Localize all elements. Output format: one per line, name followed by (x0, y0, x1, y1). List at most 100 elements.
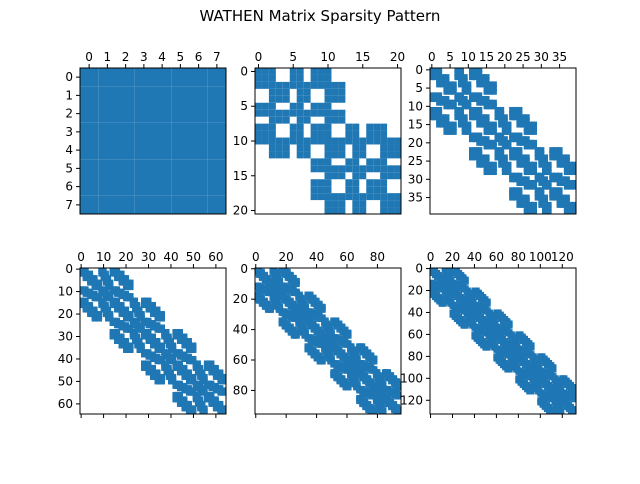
nonzero-markers (80, 68, 226, 214)
nonzero-marker (483, 125, 490, 132)
x-tick-label: 4 (158, 50, 166, 64)
nonzero-marker (443, 125, 450, 132)
nonzero-marker (430, 96, 435, 103)
nonzero-marker (296, 116, 304, 124)
nonzero-marker (476, 154, 483, 161)
nonzero-marker (509, 114, 516, 121)
nonzero-marker (171, 104, 190, 123)
nonzero-marker (527, 179, 534, 186)
nonzero-marker (380, 130, 388, 138)
nonzero-marker (185, 346, 192, 353)
nonzero-marker (436, 117, 443, 124)
nonzero-marker (268, 74, 276, 82)
nonzero-marker (523, 154, 530, 161)
nonzero-marker (293, 332, 300, 339)
nonzero-marker (282, 109, 290, 117)
nonzero-marker (439, 99, 446, 106)
nonzero-marker (310, 109, 318, 117)
nonzero-marker (512, 147, 519, 154)
nonzero-marker (324, 123, 332, 131)
nonzero-marker (338, 151, 346, 159)
nonzero-marker (324, 200, 332, 208)
nonzero-marker (538, 172, 545, 179)
nonzero-marker (443, 88, 450, 95)
y-tick-label: 4 (65, 143, 73, 157)
nonzero-marker (304, 294, 311, 301)
nonzero-marker (189, 104, 208, 123)
nonzero-marker (479, 77, 486, 84)
nonzero-marker (80, 159, 99, 178)
nonzero-marker (255, 102, 262, 110)
nonzero-marker (476, 106, 483, 113)
nonzero-marker (476, 132, 483, 139)
nonzero-marker (567, 209, 574, 214)
nonzero-marker (468, 96, 475, 103)
nonzero-marker (545, 183, 552, 190)
nonzero-marker (541, 209, 548, 214)
nonzero-marker (498, 136, 505, 143)
nonzero-marker (439, 74, 446, 81)
nonzero-marker (468, 74, 475, 81)
nonzero-marker (80, 68, 99, 87)
nonzero-marker (310, 158, 318, 166)
nonzero-marker (531, 128, 538, 135)
nonzero-marker (509, 150, 516, 157)
nonzero-marker (545, 209, 552, 214)
nonzero-marker (338, 137, 346, 145)
nonzero-marker (538, 190, 545, 197)
nonzero-marker (545, 205, 552, 212)
nonzero-marker (523, 125, 530, 132)
nonzero-marker (461, 114, 468, 121)
nonzero-marker (563, 198, 570, 205)
nonzero-marker (436, 121, 443, 128)
nonzero-marker (483, 139, 490, 146)
nonzero-marker (523, 136, 530, 143)
nonzero-marker (134, 68, 153, 87)
nonzero-marker (366, 179, 374, 187)
x-tick-label: 60 (489, 250, 504, 264)
nonzero-marker (268, 102, 276, 110)
nonzero-marker (483, 169, 490, 176)
nonzero-marker (313, 329, 320, 336)
nonzero-marker (526, 352, 533, 359)
nonzero-marker (153, 195, 172, 214)
nonzero-marker (317, 179, 325, 187)
nonzero-marker (207, 141, 226, 160)
nonzero-marker (324, 186, 332, 194)
nonzero-marker (550, 410, 557, 414)
nonzero-marker (531, 165, 538, 172)
nonzero-marker (281, 297, 288, 304)
nonzero-marker (549, 176, 556, 183)
nonzero-marker (317, 123, 325, 131)
x-tick-label: 20 (445, 250, 460, 264)
nonzero-marker (494, 106, 501, 113)
nonzero-marker (352, 144, 360, 152)
nonzero-marker (523, 198, 530, 205)
nonzero-marker (380, 158, 388, 166)
nonzero-marker (468, 114, 475, 121)
nonzero-marker (145, 306, 152, 313)
nonzero-marker (342, 358, 349, 365)
nonzero-marker (359, 349, 366, 356)
nonzero-marker (498, 110, 505, 117)
nonzero-marker (310, 179, 318, 187)
nonzero-marker (432, 106, 439, 113)
nonzero-marker (454, 74, 461, 81)
nonzero-marker (560, 179, 567, 186)
nonzero-markers (255, 268, 401, 414)
nonzero-marker (176, 353, 183, 360)
nonzero-marker (387, 193, 395, 201)
nonzero-marker (527, 209, 534, 214)
nonzero-marker (490, 165, 497, 172)
nonzero-marker (512, 136, 519, 143)
nonzero-marker (450, 128, 457, 135)
nonzero-marker (560, 176, 567, 183)
nonzero-marker (520, 176, 527, 183)
y-tick-label: 30 (58, 330, 73, 344)
nonzero-marker (527, 165, 534, 172)
nonzero-marker (479, 161, 486, 168)
nonzero-marker (430, 92, 435, 99)
nonzero-marker (476, 74, 483, 81)
nonzero-marker (541, 205, 548, 212)
